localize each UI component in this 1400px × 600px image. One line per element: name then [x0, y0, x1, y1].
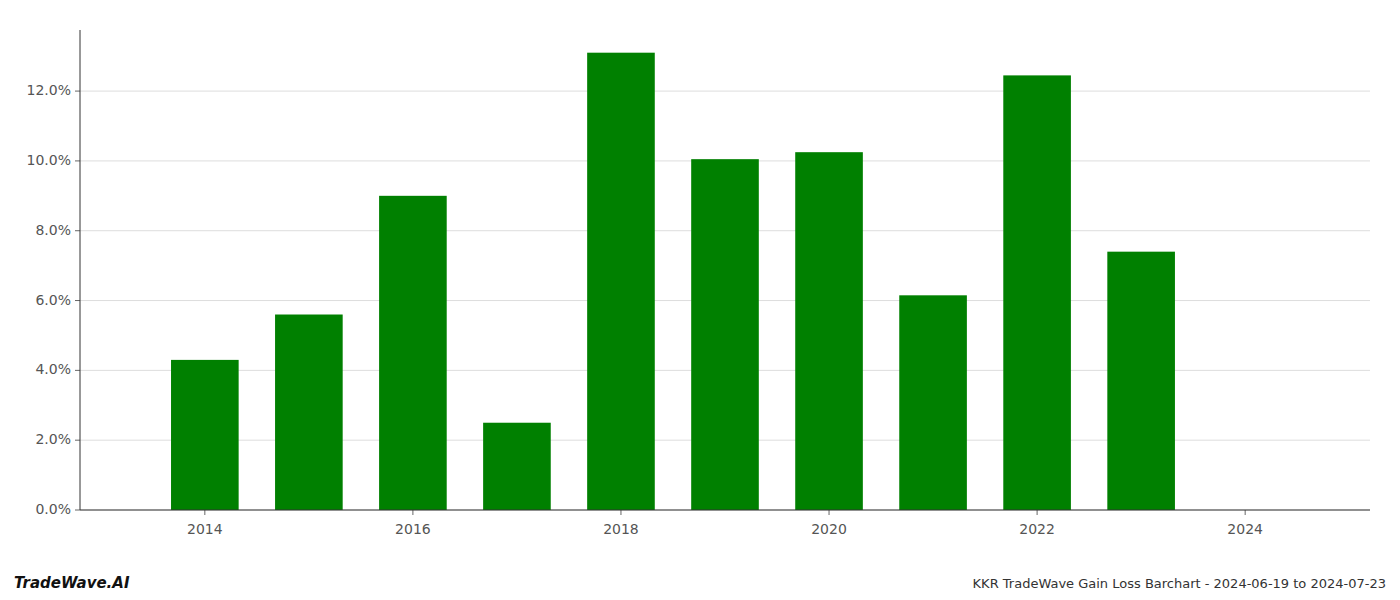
bar	[691, 159, 759, 510]
bar	[483, 423, 551, 510]
y-tick-label: 8.0%	[35, 222, 71, 238]
x-tick-label: 2022	[1019, 521, 1055, 537]
grid-line	[80, 91, 1370, 92]
y-axis-line	[80, 30, 81, 510]
bar	[899, 295, 967, 510]
y-tick	[75, 440, 80, 441]
y-tick	[75, 230, 80, 231]
y-tick	[75, 300, 80, 301]
x-tick-label: 2020	[811, 521, 847, 537]
x-tick-label: 2016	[395, 521, 431, 537]
bar	[171, 360, 239, 510]
y-tick-label: 0.0%	[35, 501, 71, 517]
x-ticks: 2014 2016 2018 2020 2022 2024	[187, 510, 1263, 537]
watermark: TradeWave.AI	[14, 574, 130, 592]
x-tick	[829, 510, 830, 515]
y-tick-label: 12.0%	[27, 82, 71, 98]
bar	[379, 196, 447, 510]
bar	[587, 53, 655, 510]
x-tick-label: 2024	[1227, 521, 1263, 537]
y-tick-label: 6.0%	[35, 292, 71, 308]
x-axis-line	[80, 510, 1370, 511]
grid-line	[80, 510, 1370, 511]
y-tick-label: 4.0%	[35, 361, 71, 377]
bar	[275, 315, 343, 510]
y-tick	[75, 160, 80, 161]
bar	[795, 152, 863, 510]
x-tick	[1245, 510, 1246, 515]
y-tick	[75, 510, 80, 511]
bar	[1003, 75, 1071, 510]
bar	[1107, 252, 1175, 510]
x-tick	[204, 510, 205, 515]
bars	[171, 53, 1175, 510]
y-tick	[75, 370, 80, 371]
y-grid	[80, 91, 1370, 510]
x-tick	[620, 510, 621, 515]
x-tick	[412, 510, 413, 515]
y-tick-label: 2.0%	[35, 431, 71, 447]
chart-container: 0.0%2.0%4.0%6.0%8.0%10.0%12.0%2014201620…	[0, 0, 1400, 600]
x-tick-label: 2014	[187, 521, 223, 537]
y-tick	[75, 91, 80, 92]
y-ticks: 0.0% 2.0% 4.0% 6.0% 8.0% 10.0% 12.0%	[27, 82, 80, 517]
title: KKR TradeWave Gain Loss Barchart - 2024-…	[973, 576, 1386, 591]
x-tick	[1037, 510, 1038, 515]
y-tick-label: 10.0%	[27, 152, 71, 168]
chart: 0.0%2.0%4.0%6.0%8.0%10.0%12.0%2014201620…	[0, 0, 1400, 600]
x-tick-label: 2018	[603, 521, 639, 537]
